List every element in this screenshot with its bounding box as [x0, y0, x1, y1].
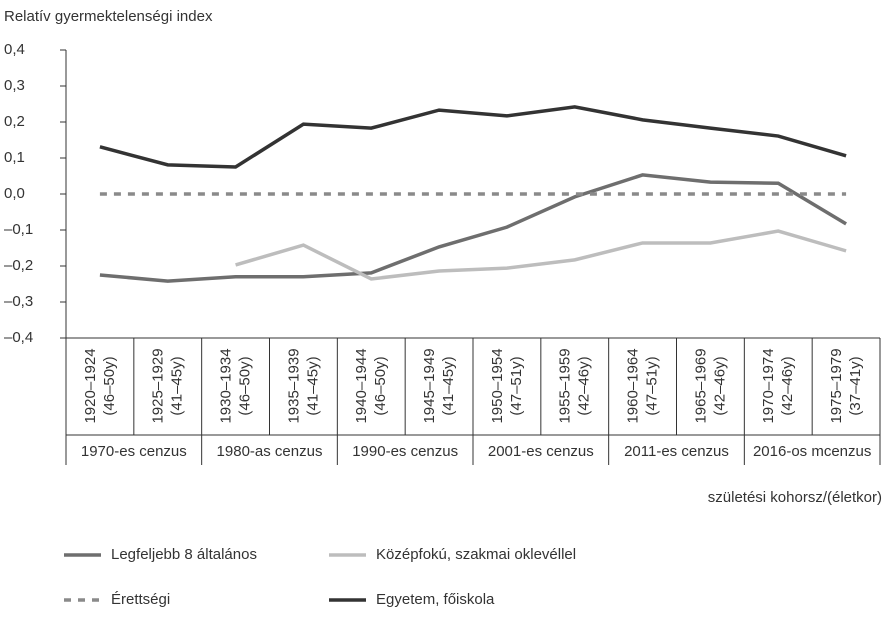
y-tick-label: 0,1	[4, 149, 25, 166]
series-line	[235, 229, 847, 281]
x-tick-label: (41–45y)	[440, 356, 457, 415]
y-tick-label: 0,0	[4, 185, 25, 202]
x-axis-label: születési kohorsz/(életkor)	[708, 489, 882, 506]
x-tick-label: 1975–1979	[828, 348, 845, 423]
x-tick-label: 1970–1974	[760, 348, 777, 423]
census-label: 2001-es cenzus	[488, 443, 594, 460]
census-label: 1970-es cenzus	[81, 443, 187, 460]
x-tick-label: (47–51y)	[508, 356, 525, 415]
x-tick-label: 1945–1949	[421, 348, 438, 423]
x-tick-label: (42–46y)	[711, 356, 728, 415]
x-tick-label: (46–50y)	[101, 356, 118, 415]
legend-label: Érettségi	[111, 591, 170, 608]
x-tick-label: (41–45y)	[169, 356, 186, 415]
x-tick-label: (46–50y)	[372, 356, 389, 415]
y-tick-label: –0,1	[4, 221, 33, 238]
y-tick-label: 0,4	[4, 41, 25, 58]
x-tick-label: 1965–1969	[692, 348, 709, 423]
x-tick-label: (42–46y)	[576, 356, 593, 415]
census-label: 2016-os mcenzus	[753, 443, 871, 460]
x-tick-label: (37–41y)	[847, 356, 864, 415]
x-tick-label: 1925–1929	[150, 348, 167, 423]
x-tick-label: 1930–1934	[218, 348, 235, 423]
census-label: 1990-es cenzus	[352, 443, 458, 460]
legend-label: Egyetem, főiskola	[376, 591, 495, 608]
x-tick-label: 1940–1944	[353, 348, 370, 423]
x-tick-label: (41–45y)	[304, 356, 321, 415]
y-tick-label: –0,2	[4, 257, 33, 274]
x-tick-label: 1920–1924	[82, 348, 99, 423]
x-tick-label: 1955–1959	[557, 348, 574, 423]
x-tick-label: 1935–1939	[285, 348, 302, 423]
x-tick-label: (46–50y)	[237, 356, 254, 415]
y-tick-label: –0,4	[4, 329, 33, 346]
legend-label: Középfokú, szakmai oklevéllel	[376, 546, 576, 563]
y-tick-label: –0,3	[4, 293, 33, 310]
legend-label: Legfeljebb 8 általános	[111, 546, 257, 563]
census-label: 2011-es cenzus	[624, 443, 729, 460]
series-line	[99, 173, 847, 283]
series-line	[99, 105, 847, 169]
x-tick-label: 1950–1954	[489, 348, 506, 423]
census-label: 1980-as cenzus	[217, 443, 323, 460]
x-tick-label: 1960–1964	[625, 348, 642, 423]
y-tick-label: 0,2	[4, 113, 25, 130]
chart-title: Relatív gyermektelenségi index	[4, 8, 213, 25]
x-tick-label: (42–46y)	[779, 356, 796, 415]
x-tick-label: (47–51y)	[644, 356, 661, 415]
y-tick-label: 0,3	[4, 77, 25, 94]
